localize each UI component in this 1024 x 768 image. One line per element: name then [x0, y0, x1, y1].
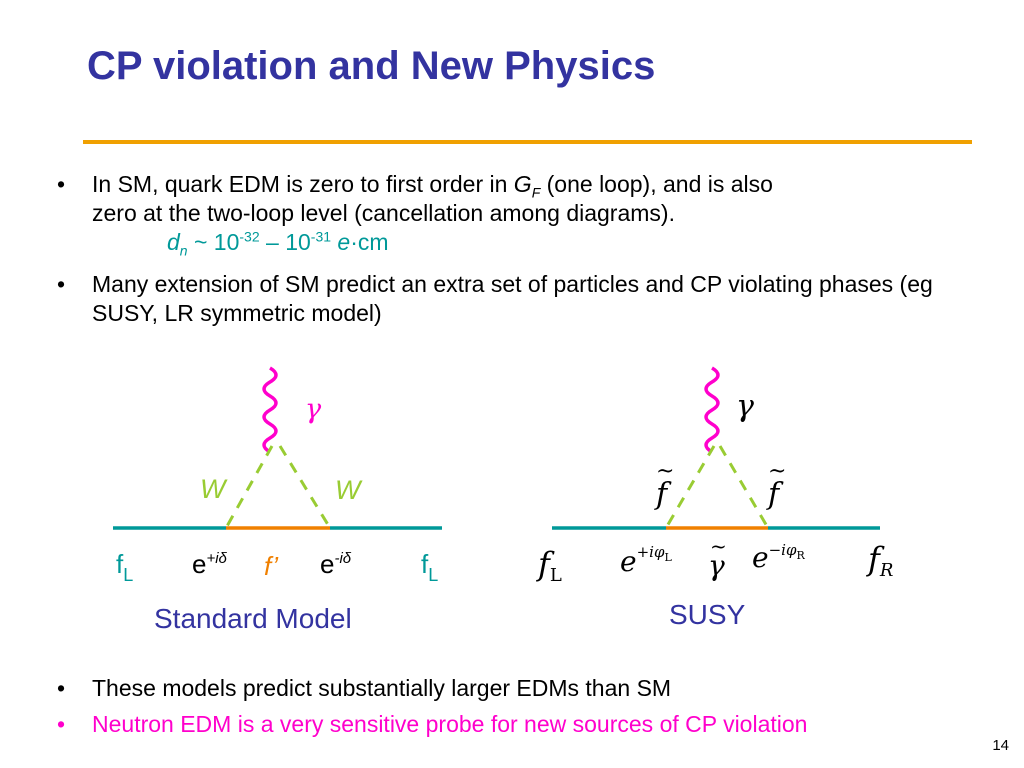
- susy-gamma-label: γ: [736, 389, 754, 424]
- sm-w-left-label: W: [200, 474, 228, 504]
- sm-diagram: γ W W fL e+iδ f’ e-iδ fL Standard Model: [113, 366, 442, 634]
- susy-gamma-tilde-label: γ: [708, 549, 725, 582]
- bullet-text-4: Neutron EDM is a very sensitive probe fo…: [92, 711, 808, 737]
- susy-tilde-right: ~: [768, 459, 786, 484]
- sm-photon-line: [262, 366, 278, 454]
- bullet-dot: •: [57, 675, 66, 701]
- susy-tilde-gamma: ~: [710, 534, 727, 558]
- title-rule: [83, 140, 972, 144]
- bullet-dot: •: [57, 271, 66, 297]
- sm-fprime-label: f’: [264, 551, 279, 581]
- dn-formula: dn ~ 10-32 – 10-31 e·cm: [167, 228, 389, 259]
- susy-sf-right-line: [718, 445, 770, 529]
- susy-tilde-left: ~: [656, 459, 674, 484]
- bullet-text-2: Many extension of SM predict an extra se…: [92, 271, 933, 326]
- page-number: 14: [992, 737, 1009, 754]
- bullet-text-3: These models predict substantially large…: [92, 675, 672, 701]
- susy-photon-line: [704, 366, 720, 454]
- bullet-sm-edm: • In SM, quark EDM is zero to first orde…: [57, 170, 987, 259]
- sm-gamma-label: γ: [305, 394, 322, 425]
- susy-fr: fR: [866, 540, 893, 581]
- susy-sf-left-line: [664, 445, 716, 529]
- bullet-text-1c: zero at the two-loop level (cancellation…: [92, 200, 675, 226]
- gf-symbol: G: [513, 171, 532, 197]
- bullet-text-1a: In SM, quark EDM is zero to first order …: [92, 171, 514, 197]
- gf-subscript: F: [531, 184, 541, 201]
- bullet-extensions: • Many extension of SM predict an extra …: [57, 270, 987, 328]
- sm-fl-right: fL: [421, 549, 438, 585]
- bullet-neutron-edm: • Neutron EDM is a very sensitive probe …: [57, 710, 987, 739]
- bullet-text-1b: (one loop), and is also: [540, 171, 773, 197]
- sm-w-right-label: W: [335, 475, 363, 505]
- sm-w-left-line: [224, 445, 274, 529]
- bullet-larger-edms: • These models predict substantially lar…: [57, 674, 987, 703]
- sm-fl-left: fL: [116, 549, 133, 585]
- susy-fl: fL: [536, 545, 562, 586]
- bullet-dot: •: [57, 171, 66, 197]
- sm-e-right: e-iδ: [320, 549, 352, 579]
- sm-caption: Standard Model: [154, 603, 352, 634]
- bullet-dot: •: [57, 711, 66, 737]
- susy-caption: SUSY: [669, 599, 746, 630]
- sm-w-right-line: [278, 445, 332, 529]
- susy-e-right: e−iφR: [752, 541, 805, 574]
- susy-diagram: γ ~ f ~ f fL e+iφL ~ γ e−iφR fR SUSY: [536, 366, 893, 630]
- susy-e-left: e+iφL: [620, 543, 672, 578]
- sm-e-left: e+iδ: [192, 549, 228, 579]
- slide-title: CP violation and New Physics: [87, 44, 656, 88]
